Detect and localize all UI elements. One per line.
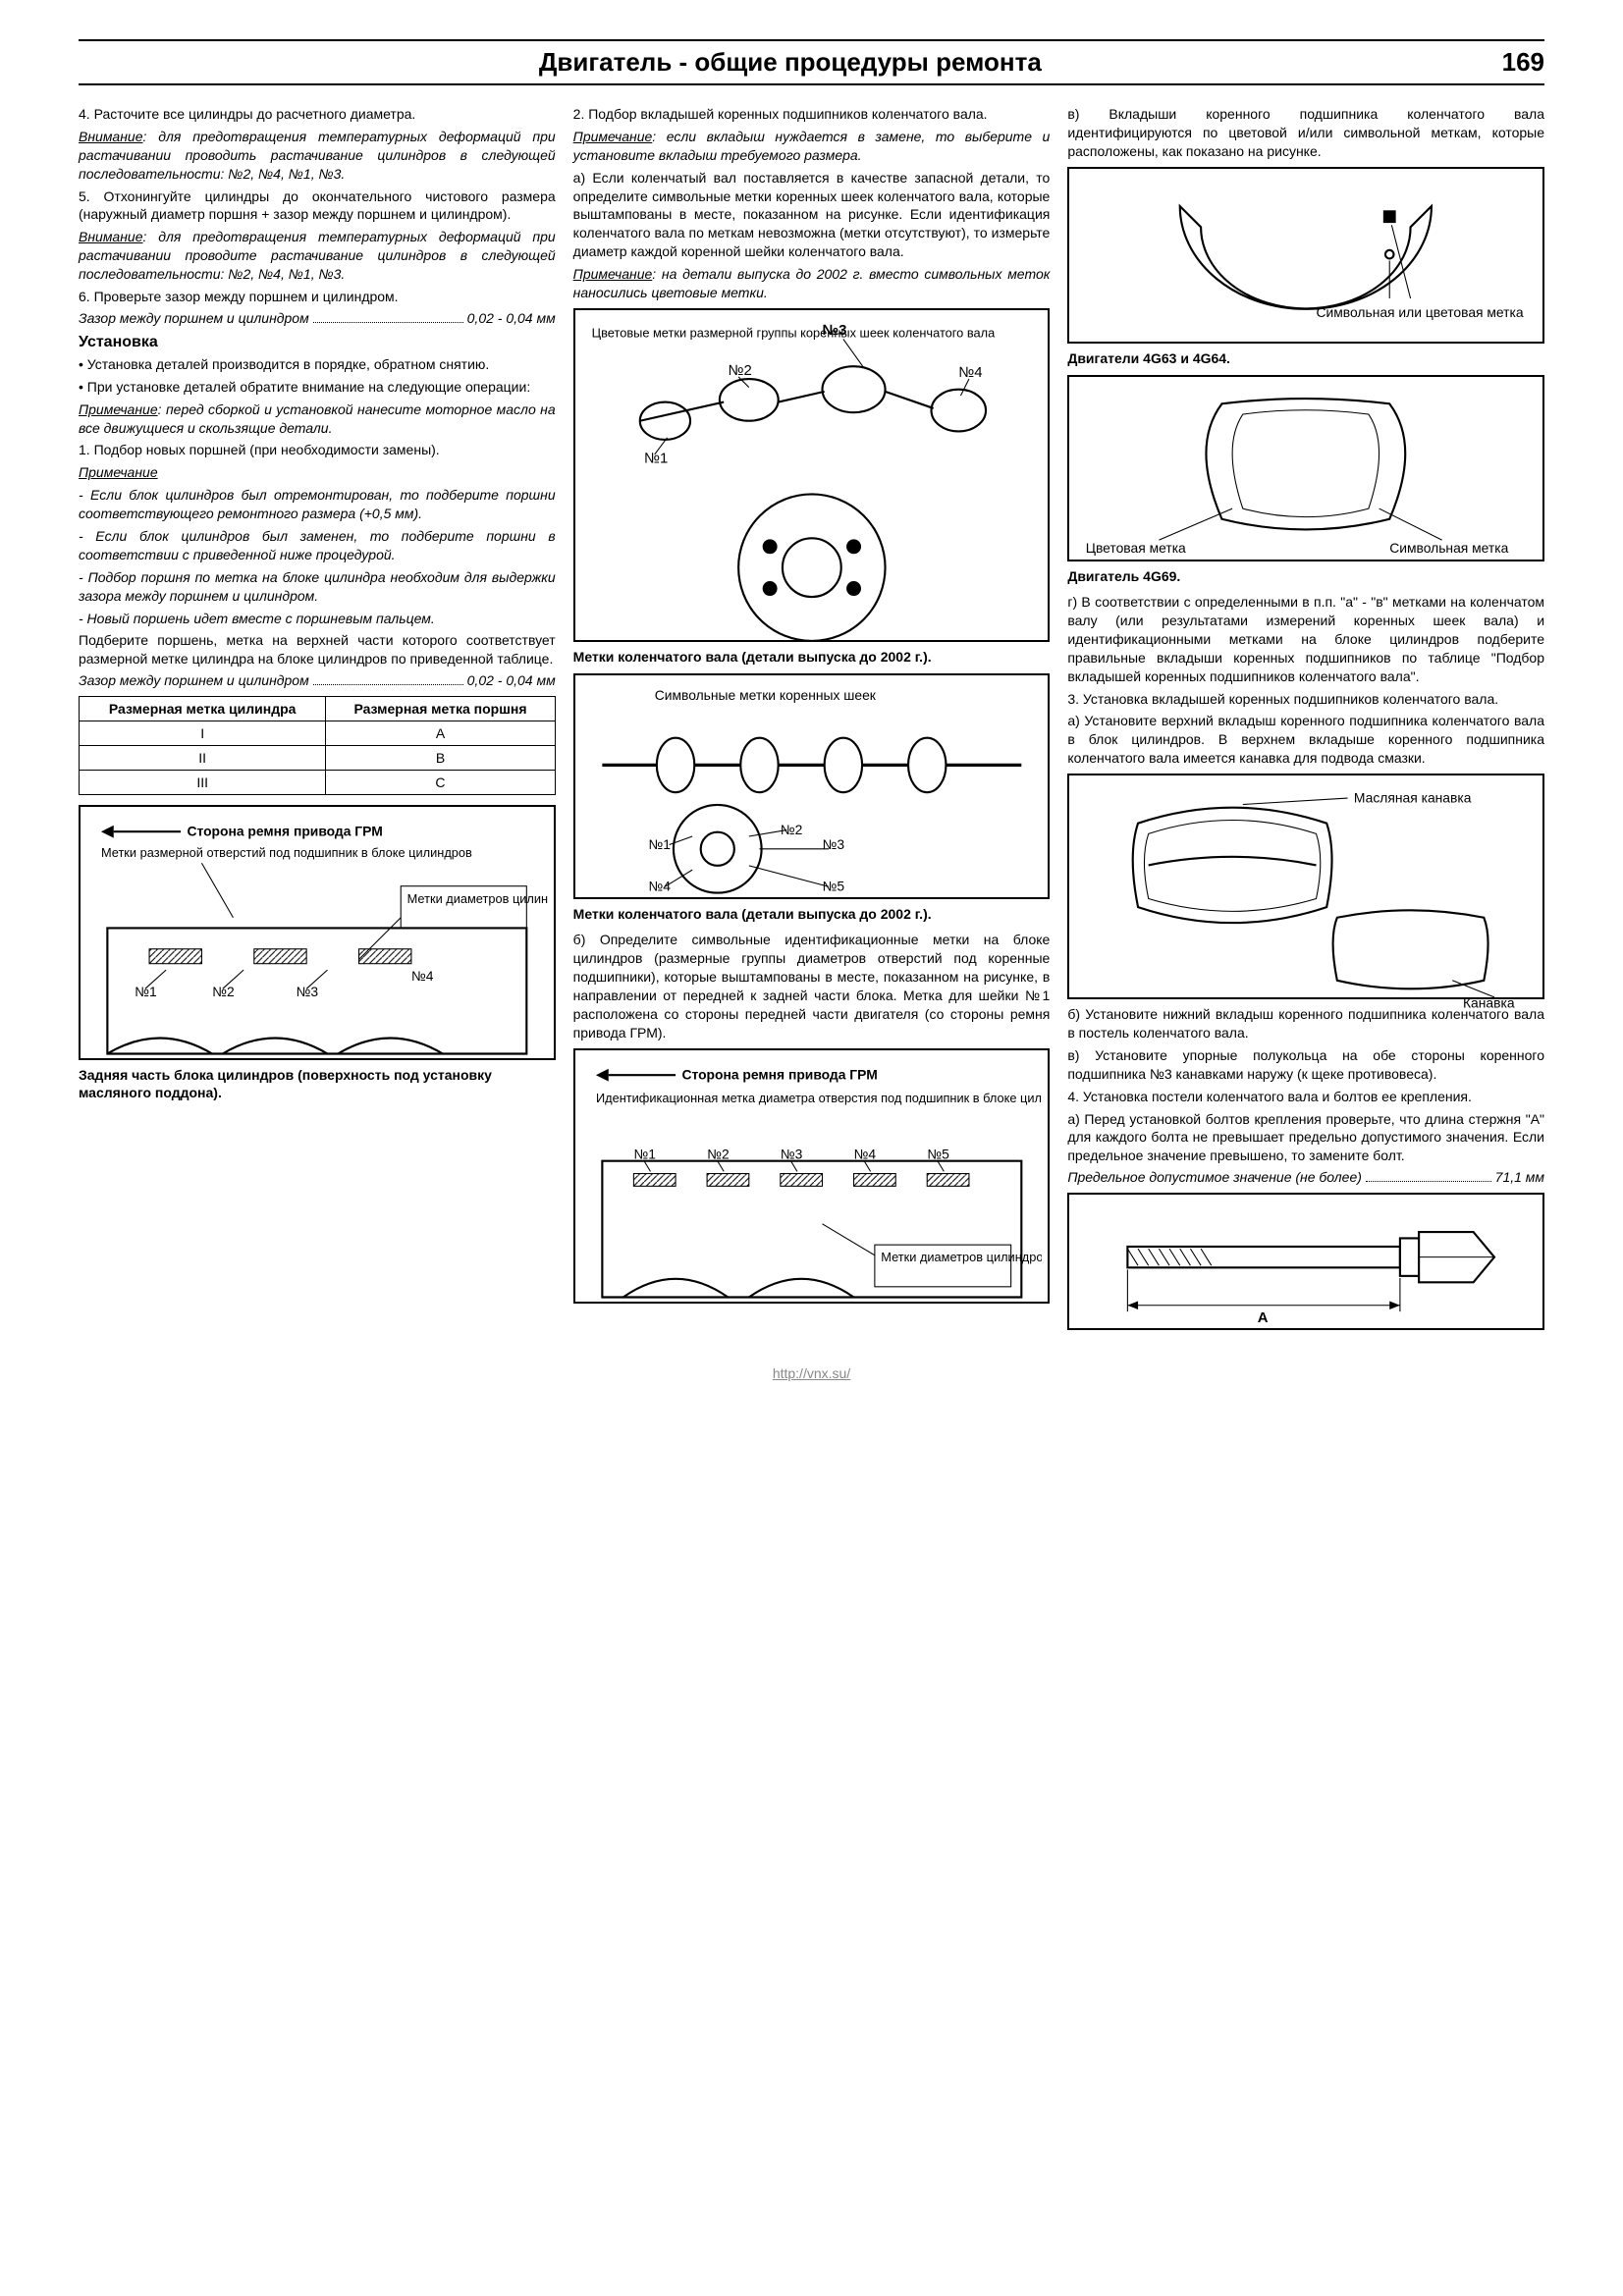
svg-text:Символьная или цветовая метка: Символьная или цветовая метка — [1317, 304, 1524, 320]
bearing-4g63-sketch: Символьная или цветовая метка — [1075, 175, 1537, 352]
step-2v: в) Вкладыши коренного подшипника коленча… — [1067, 105, 1544, 161]
spec-gap-1: Зазор между поршнем и цилиндром 0,02 - 0… — [79, 310, 556, 326]
figure-bearing-groove: Масляная канавка Канавка — [1067, 774, 1544, 999]
table-header-cyl: Размерная метка цилиндра — [80, 697, 326, 721]
column-3: в) Вкладыши коренного подшипника коленча… — [1067, 105, 1544, 1336]
step-4: 4. Расточите все цилиндры до расчетного … — [79, 105, 556, 124]
install-bullet-2: • При установке деталей обратите внимани… — [79, 378, 556, 397]
install-bullet-1: • Установка деталей производится в поряд… — [79, 355, 556, 374]
table-row: IIB — [80, 746, 556, 771]
figure-bearing-4g69: Цветовая метка Символьная метка — [1067, 375, 1544, 561]
step-5: 5. Отхонингуйте цилиндры до окончательно… — [79, 187, 556, 225]
svg-text:№2: №2 — [780, 822, 802, 837]
bearing-4g69-sketch: Цветовая метка Символьная метка — [1075, 383, 1537, 571]
svg-text:№3: №3 — [780, 1146, 802, 1161]
step-4a: а) Перед установкой болтов крепления про… — [1067, 1110, 1544, 1166]
figure-bearing-4g63: Символьная или цветовая метка — [1067, 167, 1544, 344]
svg-text:№5: №5 — [927, 1146, 949, 1161]
svg-text:№2: №2 — [212, 984, 235, 999]
svg-text:№4: №4 — [958, 364, 982, 381]
column-1: 4. Расточите все цилиндры до расчетного … — [79, 105, 556, 1336]
svg-text:Метки диаметров цилиндров: Метки диаметров цилиндров — [881, 1250, 1042, 1264]
svg-text:Идентификационная метка диамет: Идентификационная метка диаметра отверст… — [596, 1091, 1043, 1105]
crankshaft-color-sketch: Цветовые метки размерной группы коренных… — [581, 316, 1043, 662]
attention-2: Внимание: для предотвращения температурн… — [79, 228, 556, 284]
note-4a: - Если блок цилиндров был отремонтирован… — [79, 486, 556, 523]
step-2: 2. Подбор вкладышей коренных подшипников… — [573, 105, 1051, 124]
figure-block-rear: Сторона ремня привода ГРМ Метки размерно… — [79, 805, 556, 1060]
block-marks-sketch: Сторона ремня привода ГРМ Идентификацион… — [581, 1056, 1043, 1318]
svg-text:Цветовая метка: Цветовая метка — [1086, 540, 1186, 556]
page-number: 169 — [1502, 47, 1544, 78]
step-2a: а) Если коленчатый вал поставляется в ка… — [573, 169, 1051, 261]
svg-text:№4: №4 — [853, 1146, 876, 1161]
note-c2-2: Примечание: на детали выпуска до 2002 г.… — [573, 265, 1051, 302]
note-4b: - Если блок цилиндров был заменен, то по… — [79, 527, 556, 564]
step-3: 3. Установка вкладышей коренных подшипни… — [1067, 690, 1544, 709]
step-2g: г) В соответствии с определенными в п.п.… — [1067, 593, 1544, 685]
bearing-groove-sketch: Масляная канавка Канавка — [1075, 781, 1537, 1012]
svg-text:№1: №1 — [633, 1146, 656, 1161]
note-4c: - Подбор поршня по метка на блоке цилинд… — [79, 568, 556, 606]
spec-bolt-length: Предельное допустимое значение (не более… — [1067, 1169, 1544, 1185]
spec-gap-2: Зазор между поршнем и цилиндром 0,02 - 0… — [79, 672, 556, 688]
svg-text:Сторона ремня привода ГРМ: Сторона ремня привода ГРМ — [681, 1066, 877, 1082]
svg-text:Метки диаметров цилиндров: Метки диаметров цилиндров — [407, 891, 548, 906]
svg-text:Канавка: Канавка — [1463, 995, 1515, 1011]
content-columns: 4. Расточите все цилиндры до расчетного … — [79, 105, 1544, 1336]
figure-crankshaft-symbol: Символьные метки коренных шеек №1 №2 №3 — [573, 673, 1051, 899]
bolt-sketch: A — [1075, 1201, 1537, 1337]
size-mark-table: Размерная метка цилиндра Размерная метка… — [79, 696, 556, 795]
step-2b: б) Определите символьные идентификационн… — [573, 931, 1051, 1041]
table-row: IIIC — [80, 771, 556, 795]
piston-select: 1. Подбор новых поршней (при необходимос… — [79, 441, 556, 459]
step-6: 6. Проверьте зазор между поршнем и цилин… — [79, 288, 556, 306]
svg-text:№1: №1 — [135, 984, 157, 999]
svg-text:Масляная канавка: Масляная канавка — [1354, 789, 1472, 805]
note-4-label: Примечание — [79, 463, 556, 482]
svg-text:Сторона ремня привода ГРМ: Сторона ремня привода ГРМ — [187, 824, 382, 839]
piston-select-text: Подберите поршень, метка на верхней част… — [79, 631, 556, 668]
svg-text:Символьная метка: Символьная метка — [1390, 540, 1509, 556]
svg-text:№4: №4 — [411, 968, 434, 984]
svg-text:№3: №3 — [822, 322, 846, 339]
table-row: IA — [80, 721, 556, 746]
figure-bolt: A — [1067, 1193, 1544, 1330]
svg-text:№1: №1 — [648, 836, 671, 852]
figure-block-marks: Сторона ремня привода ГРМ Идентификацион… — [573, 1048, 1051, 1304]
svg-text:Цветовые метки размерной групп: Цветовые метки размерной группы коренных… — [591, 325, 995, 340]
note-3: Примечание: перед сборкой и установкой н… — [79, 400, 556, 438]
footer-link[interactable]: http://vnx.su/ — [79, 1365, 1544, 1381]
svg-text:Метки размерной отверстий под: Метки размерной отверстий под подшипник … — [101, 845, 472, 860]
note-4d: - Новый поршень идет вместе с поршневым … — [79, 610, 556, 628]
svg-text:№4: №4 — [648, 879, 671, 894]
step-3v: в) Установите упорные полукольца на обе … — [1067, 1046, 1544, 1084]
page-header: Двигатель - общие процедуры ремонта 169 — [79, 43, 1544, 85]
table-header-piston: Размерная метка поршня — [326, 697, 555, 721]
page-title: Двигатель - общие процедуры ремонта — [79, 47, 1502, 78]
figure-crankshaft-color: Цветовые метки размерной группы коренных… — [573, 308, 1051, 642]
crankshaft-symbol-sketch: Символьные метки коренных шеек №1 №2 №3 — [581, 681, 1043, 912]
attention-1: Внимание: для предотвращения температурн… — [79, 128, 556, 184]
column-2: 2. Подбор вкладышей коренных подшипников… — [573, 105, 1051, 1336]
svg-text:A: A — [1258, 1309, 1269, 1326]
note-c2-1: Примечание: если вкладыш нуждается в зам… — [573, 128, 1051, 165]
step-3a: а) Установите верхний вкладыш коренного … — [1067, 712, 1544, 768]
svg-text:№3: №3 — [296, 984, 318, 999]
svg-text:№3: №3 — [822, 836, 844, 852]
svg-text:№2: №2 — [728, 362, 751, 379]
svg-text:№2: №2 — [707, 1146, 730, 1161]
step-4c3: 4. Установка постели коленчатого вала и … — [1067, 1088, 1544, 1106]
svg-text:Символьные метки коренных шеек: Символьные метки коренных шеек — [654, 687, 876, 703]
section-install-title: Установка — [79, 334, 556, 351]
block-rear-sketch: Сторона ремня привода ГРМ Метки размерно… — [86, 813, 548, 1075]
